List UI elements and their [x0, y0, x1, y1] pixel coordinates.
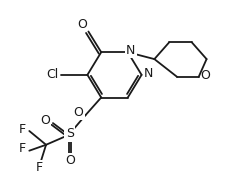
- Text: N: N: [126, 44, 135, 57]
- Text: O: O: [65, 154, 75, 167]
- Text: O: O: [201, 69, 210, 82]
- Text: F: F: [19, 142, 26, 155]
- Text: O: O: [74, 106, 84, 119]
- Text: N: N: [144, 67, 153, 80]
- Text: O: O: [40, 114, 50, 127]
- Text: F: F: [19, 122, 26, 135]
- Text: S: S: [66, 127, 74, 141]
- Text: F: F: [35, 161, 43, 174]
- Text: Cl: Cl: [46, 68, 58, 81]
- Text: O: O: [78, 18, 87, 31]
